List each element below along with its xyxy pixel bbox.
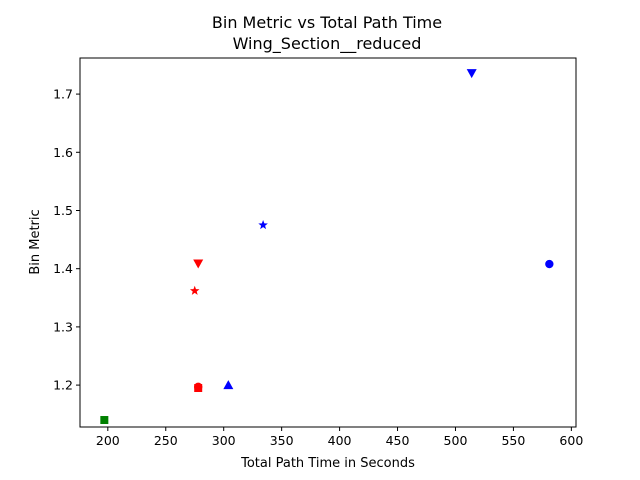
plot-frame (79, 57, 577, 428)
data-point (545, 259, 554, 269)
chart-title: Bin Metric vs Total Path Time (212, 13, 442, 32)
data-point (466, 69, 477, 79)
x-axis-label: Total Path Time in Seconds (240, 456, 415, 471)
x-tick-label: 600 (559, 433, 583, 448)
x-tick-label: 200 (96, 433, 120, 448)
data-points (100, 69, 554, 425)
x-tick-label: 400 (328, 433, 352, 448)
data-point (223, 380, 234, 390)
x-tick-label: 450 (386, 433, 410, 448)
data-point (193, 259, 204, 269)
y-tick-label: 1.2 (53, 378, 73, 393)
x-tick-label: 550 (501, 433, 525, 448)
y-tick-label: 1.7 (53, 87, 73, 102)
data-point (258, 220, 268, 230)
y-axis-label: Bin Metric (28, 209, 43, 274)
axis-ticks: 200 250 300 350 400 450 500 550 600 1.2 1.3 1.4 1.5 1… (53, 87, 583, 448)
x-tick-label: 250 (154, 433, 178, 448)
y-tick-label: 1.5 (53, 203, 73, 218)
y-tick-label: 1.6 (53, 145, 73, 160)
chart-subtitle: Wing_Section__reduced (233, 34, 422, 54)
y-tick-label: 1.3 (53, 319, 73, 334)
x-tick-label: 350 (270, 433, 294, 448)
x-tick-label: 500 (444, 433, 468, 448)
data-point (100, 416, 109, 425)
y-tick-label: 1.4 (53, 261, 73, 276)
x-tick-label: 300 (212, 433, 236, 448)
data-point (194, 384, 203, 393)
data-point (189, 285, 200, 295)
